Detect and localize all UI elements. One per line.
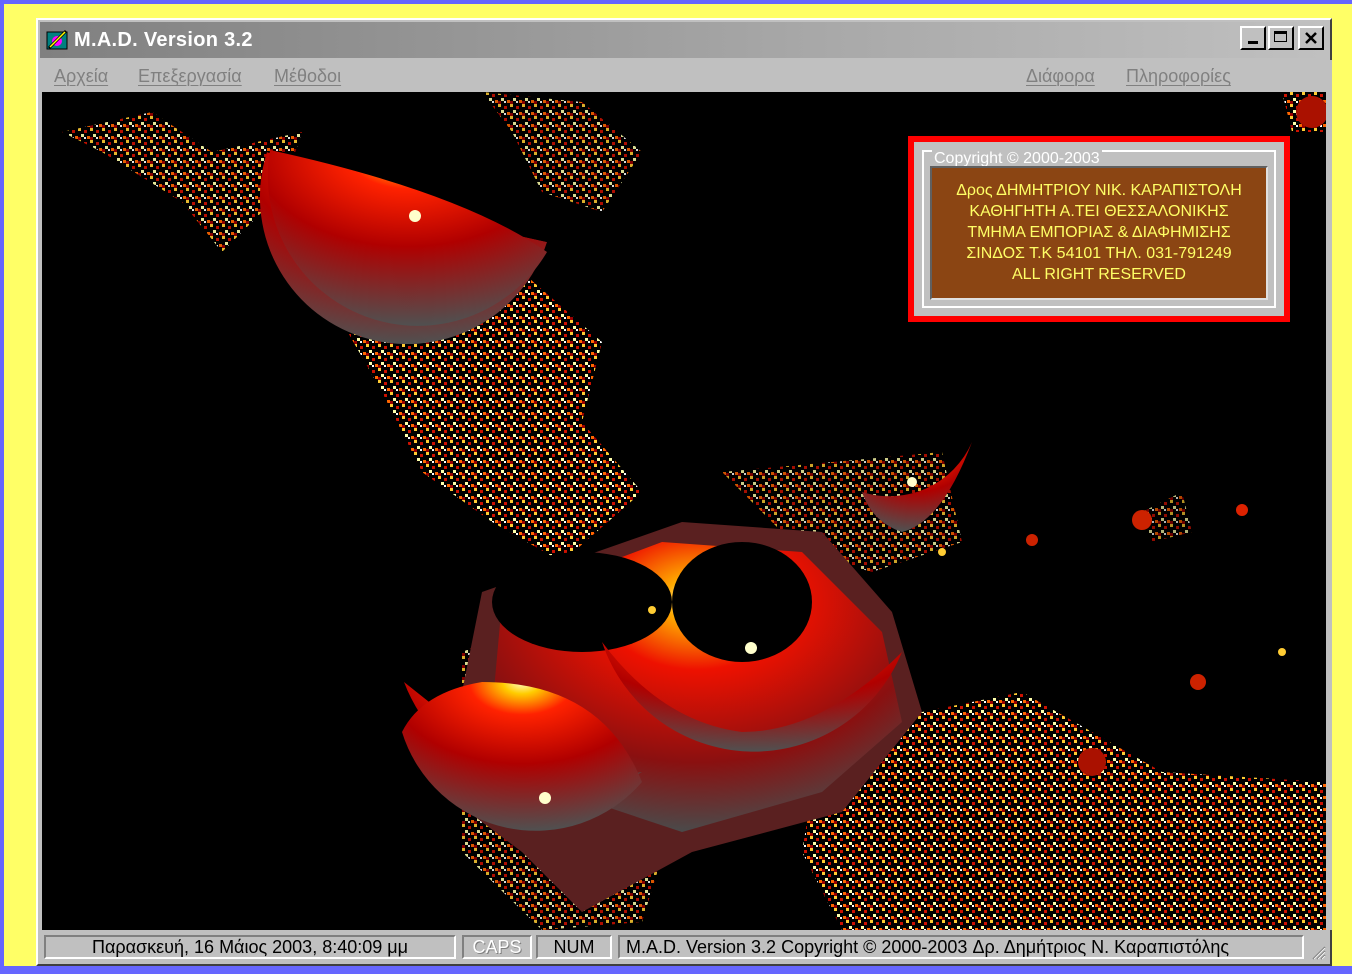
maximize-icon (1274, 31, 1287, 42)
mad-app-icon[interactable] (46, 29, 70, 51)
status-info: M.A.D. Version 3.2 Copyright © 2000-2003… (618, 935, 1304, 959)
menu-misc[interactable]: Διάφορα (1026, 66, 1095, 86)
glow-discs (259, 150, 972, 831)
status-num: NUM (536, 935, 612, 959)
menu-files[interactable]: Αρχεία (54, 66, 109, 86)
maximize-button[interactable] (1268, 26, 1294, 50)
copyright-legend: Copyright © 2000-2003 (932, 150, 1102, 168)
menu-methods[interactable]: Μέθοδοι (274, 66, 342, 86)
app-window: M.A.D. Version 3.2 Αρχεία Επεξεργασία Μέ… (36, 18, 1332, 966)
page-frame-bottom (0, 966, 1352, 974)
copyright-line: ΚΑΘΗΓΗΤΗ Α.ΤΕΙ ΘΕΣΣΑΛΟΝΙΚΗΣ (969, 203, 1229, 220)
page-frame-left (0, 0, 4, 974)
right-edge-strip (1328, 60, 1332, 930)
copyright-box: Copyright © 2000-2003 Δρος ΔΗΜΗΤΡΙΟΥ ΝΙΚ… (908, 136, 1290, 322)
menu-edit[interactable]: Επεξεργασία (138, 66, 242, 86)
minimize-icon (1248, 41, 1258, 44)
page-frame-top (0, 0, 1352, 4)
status-datetime: Παρασκευή, 16 Μάιος 2003, 8:40:09 μμ (44, 935, 456, 959)
minimize-button[interactable] (1240, 26, 1266, 50)
menu-info[interactable]: Πληροφορίες (1126, 66, 1231, 86)
fractal-image (62, 92, 1326, 930)
close-icon (1305, 32, 1317, 44)
resize-grip-icon[interactable] (1308, 942, 1326, 960)
window-title: M.A.D. Version 3.2 (74, 28, 253, 51)
copyright-line: ΤΜΗΜΑ ΕΜΠΟΡΙΑΣ & ΔΙΑΦΗΜΙΣΗΣ (967, 224, 1231, 241)
copyright-group: Copyright © 2000-2003 Δρος ΔΗΜΗΤΡΙΟΥ ΝΙΚ… (922, 150, 1276, 308)
fractal-canvas[interactable]: Copyright © 2000-2003 Δρος ΔΗΜΗΤΡΙΟΥ ΝΙΚ… (42, 92, 1326, 930)
copyright-line: ΣΙΝΔΟΣ Τ.Κ 54101 ΤΗΛ. 031-791249 (966, 245, 1232, 262)
copyright-line: Δρος ΔΗΜΗΤΡΙΟΥ ΝΙΚ. ΚΑΡΑΠΙΣΤΟΛΗ (956, 182, 1242, 199)
title-bar[interactable]: M.A.D. Version 3.2 (40, 22, 1328, 58)
menu-bar: Αρχεία Επεξεργασία Μέθοδοι Διάφορα Πληρο… (40, 60, 1328, 92)
close-button[interactable] (1298, 26, 1324, 50)
status-caps: CAPS (462, 935, 532, 959)
copyright-panel: Δρος ΔΗΜΗΤΡΙΟΥ ΝΙΚ. ΚΑΡΑΠΙΣΤΟΛΗ ΚΑΘΗΓΗΤΗ… (930, 166, 1268, 300)
status-bar: Παρασκευή, 16 Μάιος 2003, 8:40:09 μμ CAP… (40, 932, 1328, 962)
small-blobs (938, 96, 1326, 776)
copyright-line: ALL RIGHT RESERVED (1012, 266, 1186, 283)
